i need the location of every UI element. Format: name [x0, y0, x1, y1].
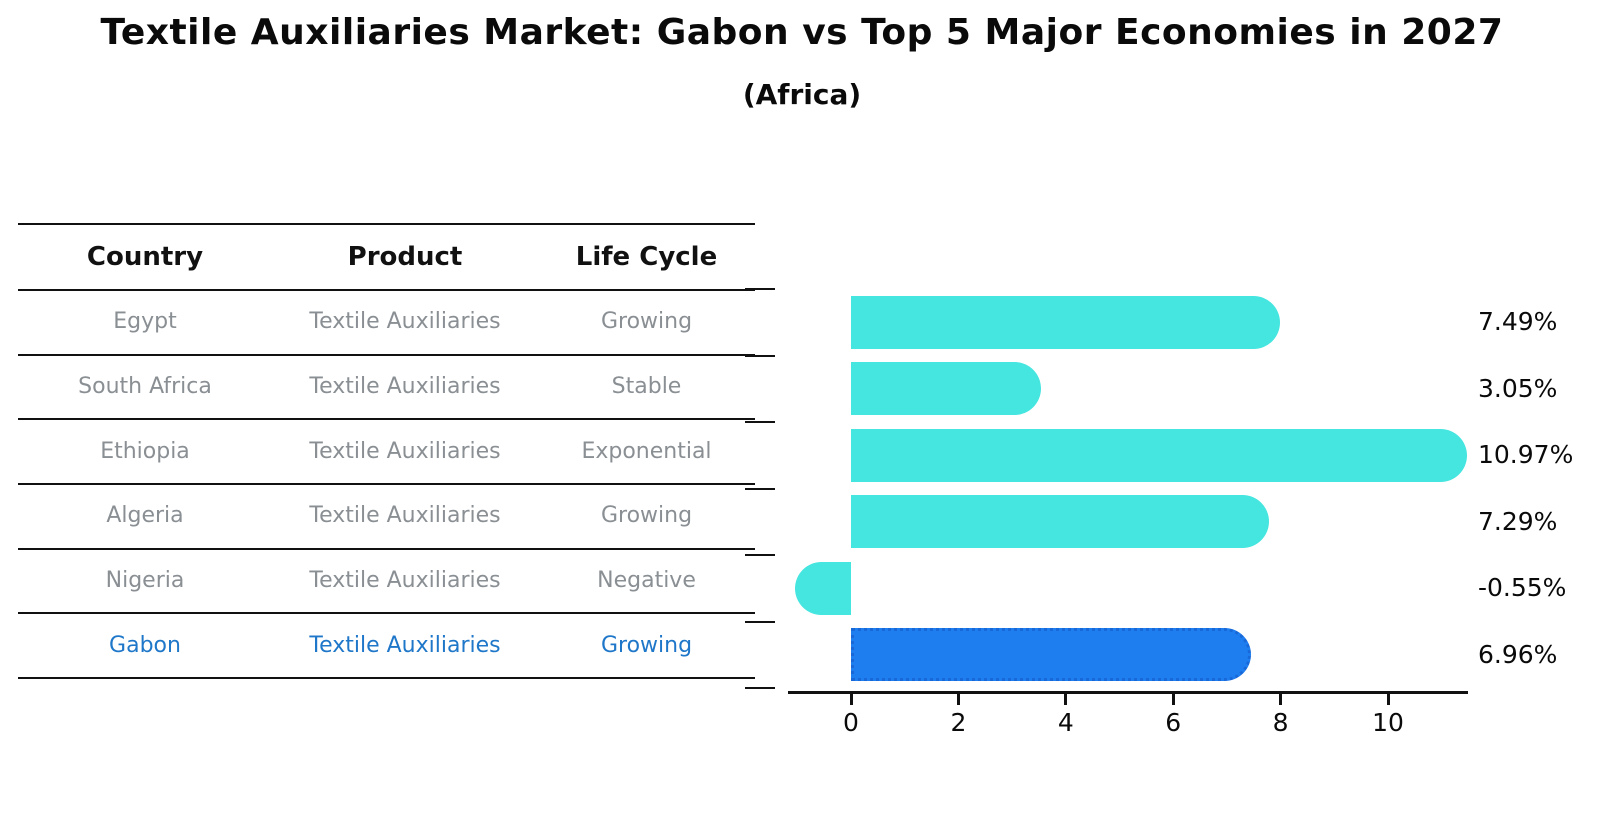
x-axis-tick-label: 6	[1165, 708, 1182, 737]
product-cell: Textile Auxiliaries	[309, 438, 501, 464]
table-row-algeria: Algeria Textile Auxiliaries Growing	[18, 485, 755, 550]
country-cell: Egypt	[113, 309, 177, 335]
product-cell: Textile Auxiliaries	[309, 309, 501, 335]
table-row-south-africa: South Africa Textile Auxiliaries Stable	[18, 356, 755, 421]
product-cell: Textile Auxiliaries	[309, 503, 501, 529]
table-row-gabon: Gabon Textile Auxiliaries Growing	[18, 614, 755, 680]
column-header-product: Product	[347, 241, 463, 272]
x-axis-tick-label: 10	[1372, 708, 1404, 737]
x-axis-tick-label: 0	[843, 708, 859, 737]
value-label-gabon: 6.96%	[1478, 639, 1558, 669]
country-cell: South Africa	[78, 373, 212, 399]
life-cycle-cell: Growing	[600, 503, 693, 529]
bar-egypt	[851, 295, 1280, 349]
x-axis-tick-label: 2	[950, 708, 967, 737]
value-label-nigeria: -0.55%	[1478, 573, 1567, 603]
country-table: Country Product Life Cycle Egypt Textile …	[18, 223, 755, 680]
country-cell: Ethiopia	[100, 438, 190, 464]
table-row-nigeria: Nigeria Textile Auxiliaries Negative	[18, 550, 755, 615]
life-cycle-cell: Negative	[597, 568, 696, 593]
y-axis-tick	[745, 687, 775, 689]
table-row-ethiopia: Ethiopia Textile Auxiliaries Exponential	[18, 420, 755, 486]
chart-subtitle: (Africa)	[742, 78, 862, 111]
x-axis-tick-label: 4	[1057, 708, 1074, 737]
column-header-life-cycle: Life Cycle	[575, 241, 718, 272]
x-axis-tick	[1279, 693, 1283, 705]
value-label-ethiopia: 10.97%	[1478, 440, 1574, 470]
x-axis-tick	[1386, 693, 1390, 705]
value-label-south-africa: 3.05%	[1478, 373, 1558, 403]
x-axis-tick	[956, 693, 960, 705]
column-header-country: Country	[86, 241, 204, 272]
life-cycle-cell: Exponential	[581, 438, 712, 464]
x-axis-line	[788, 691, 1468, 694]
value-label-egypt: 7.49%	[1478, 307, 1558, 337]
x-axis-tick	[1171, 693, 1175, 705]
bar-nigeria	[794, 561, 851, 615]
product-cell: Textile Auxiliaries	[309, 632, 501, 658]
bar-ethiopia	[851, 428, 1467, 482]
country-cell: Gabon	[109, 632, 181, 658]
country-cell: Nigeria	[105, 568, 185, 593]
table-row-egypt: Egypt Textile Auxiliaries Growing	[18, 291, 755, 356]
table-header-row: Country Product Life Cycle	[18, 223, 755, 291]
x-axis-tick-label: 8	[1272, 708, 1289, 737]
product-cell: Textile Auxiliaries	[309, 568, 501, 593]
x-axis-tick	[1064, 693, 1068, 705]
life-cycle-cell: Stable	[611, 373, 682, 399]
bar-gabon	[851, 628, 1252, 682]
value-label-algeria: 7.29%	[1478, 506, 1558, 536]
life-cycle-cell: Growing	[600, 309, 693, 335]
chart-title: Textile Auxiliaries Market: Gabon vs Top…	[100, 12, 1504, 53]
life-cycle-cell: Growing	[600, 632, 693, 658]
bar-algeria	[851, 495, 1269, 549]
country-cell: Algeria	[106, 503, 184, 529]
table-body: Egypt Textile Auxiliaries Growing South Afr…	[18, 291, 755, 680]
product-cell: Textile Auxiliaries	[309, 373, 501, 399]
bar-south-africa	[851, 362, 1042, 416]
x-axis-tick	[849, 693, 853, 705]
